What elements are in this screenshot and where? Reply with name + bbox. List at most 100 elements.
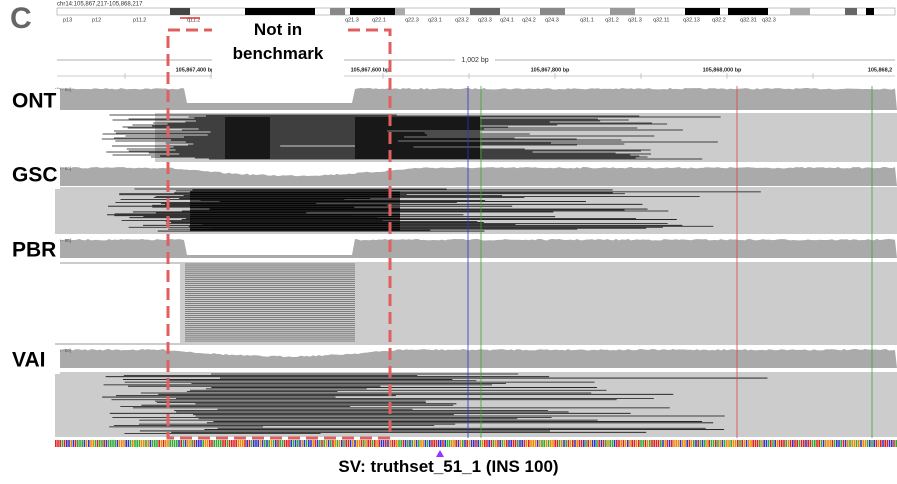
base (110, 440, 112, 447)
base (585, 440, 587, 447)
base (596, 440, 598, 447)
base (440, 440, 442, 447)
base (711, 440, 713, 447)
base (891, 440, 893, 447)
base (521, 440, 523, 447)
base (240, 440, 242, 447)
base (664, 440, 666, 447)
base (651, 440, 653, 447)
base (398, 440, 400, 447)
cytoband-label: q32.31 (740, 17, 757, 23)
base (352, 440, 354, 447)
base (253, 440, 255, 447)
base (86, 440, 88, 447)
base (843, 440, 845, 447)
base (759, 440, 761, 447)
base (396, 440, 398, 447)
base (801, 440, 803, 447)
base (315, 440, 317, 447)
base (724, 440, 726, 447)
ideogram-band (395, 8, 405, 15)
base (158, 440, 160, 447)
base (733, 440, 735, 447)
cytoband-label: q24.2 (522, 17, 536, 23)
base (202, 440, 204, 447)
base (189, 440, 191, 447)
base (143, 440, 145, 447)
base (631, 440, 633, 447)
base (627, 440, 629, 447)
ideogram-band (245, 8, 315, 15)
panel-label: C (10, 2, 32, 35)
base (348, 440, 350, 447)
base (865, 440, 867, 447)
base (774, 440, 776, 447)
base (781, 440, 783, 447)
base (350, 440, 352, 447)
base (84, 440, 86, 447)
base (139, 440, 141, 447)
base (229, 440, 231, 447)
base (579, 440, 581, 447)
base (356, 440, 358, 447)
base (246, 440, 248, 447)
base (658, 440, 660, 447)
base (147, 440, 149, 447)
base (645, 440, 647, 447)
base (554, 440, 556, 447)
base (387, 440, 389, 447)
cytoband-label: q24.1 (500, 17, 514, 23)
base (257, 440, 259, 447)
base (590, 440, 592, 447)
base (97, 440, 99, 447)
base (425, 440, 427, 447)
base (845, 440, 847, 447)
base (715, 440, 717, 447)
base (343, 440, 345, 447)
base (332, 440, 334, 447)
base (92, 440, 94, 447)
base (273, 440, 275, 447)
ideogram-band (610, 8, 635, 15)
base (376, 440, 378, 447)
base (180, 440, 182, 447)
base (587, 440, 589, 447)
cytoband-label: q32.2 (712, 17, 726, 23)
base (484, 440, 486, 447)
base (506, 440, 508, 447)
base (183, 440, 185, 447)
base (119, 440, 121, 447)
base (860, 440, 862, 447)
base (581, 440, 583, 447)
base (57, 440, 59, 447)
base (218, 440, 220, 447)
base (719, 440, 721, 447)
cytoband-label: q23.3 (478, 17, 492, 23)
ideogram-band (540, 8, 565, 15)
base (405, 440, 407, 447)
base (513, 440, 515, 447)
track-label: GSC (12, 164, 58, 187)
base (638, 440, 640, 447)
base (169, 440, 171, 447)
base (299, 440, 301, 447)
base (684, 440, 686, 447)
base (262, 440, 264, 447)
base (876, 440, 878, 447)
base (807, 440, 809, 447)
base (251, 440, 253, 447)
base (583, 440, 585, 447)
base (266, 440, 268, 447)
base (286, 440, 288, 447)
base (141, 440, 143, 447)
cytoband-label: q32.13 (683, 17, 700, 23)
base (625, 440, 627, 447)
base (669, 440, 671, 447)
base (867, 440, 869, 447)
base (244, 440, 246, 447)
base (510, 440, 512, 447)
base (702, 440, 704, 447)
base (836, 440, 838, 447)
base (444, 440, 446, 447)
track-label: VAI (12, 349, 45, 372)
